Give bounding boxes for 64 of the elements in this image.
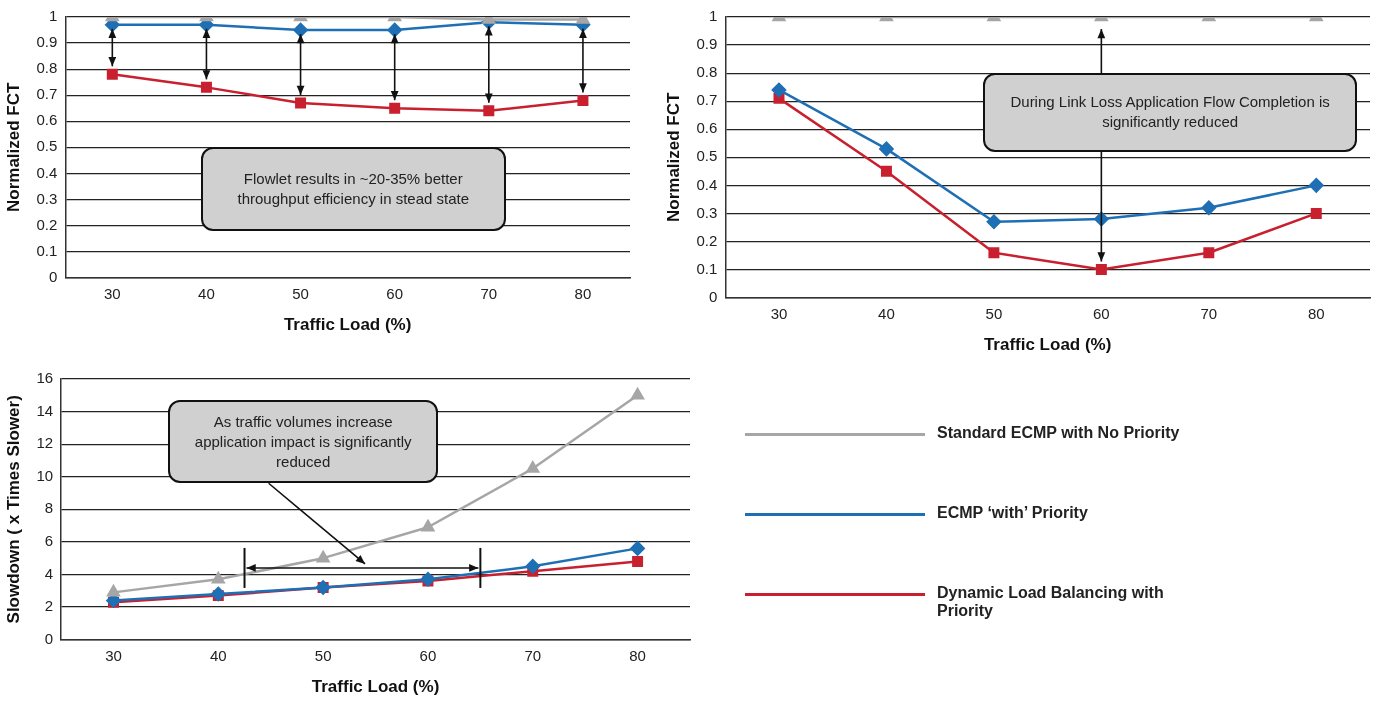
callout-box: Flowlet results in ~20-35% better throughput efficiency in stead state [200, 147, 506, 231]
y-tick-label: 0.2 [36, 215, 58, 233]
y-tick-label: 0.1 [696, 259, 718, 277]
y-tick-label: 0.5 [696, 147, 718, 165]
y-tick-label: 16 [36, 369, 54, 387]
y-tick-label: 0.9 [36, 33, 58, 51]
x-axis-title: Traffic Load (%) [983, 335, 1112, 355]
y-tick-label: 0.2 [696, 231, 718, 249]
y-tick-label: 0.7 [36, 85, 58, 103]
x-tick-label: 80 [1307, 304, 1325, 322]
y-tick-label: 0.8 [696, 63, 718, 81]
y-tick-label: 1 [708, 7, 718, 25]
y-tick-label: 0.9 [696, 35, 718, 53]
y-tick-label: 0.7 [696, 91, 718, 109]
x-tick-label: 60 [419, 646, 437, 664]
y-axis-title: Slowdown ( x Times Slower) [3, 395, 23, 624]
callout-box: As traffic volumes increase application impact is significantly reduced [168, 399, 439, 484]
x-tick-label: 50 [985, 304, 1003, 322]
x-tick-label: 50 [314, 646, 332, 664]
x-tick-label: 80 [629, 646, 646, 664]
y-tick-label: 8 [44, 499, 54, 517]
annotation: Flowlet results in ~20-35% better throughput efficiency in stead state [236, 169, 471, 209]
x-tick-label: 60 [1093, 304, 1110, 322]
x-tick-label: 30 [103, 284, 121, 302]
x-tick-label: 40 [209, 646, 227, 664]
x-axis-title: Traffic Load (%) [283, 315, 412, 335]
y-tick-label: 10 [36, 466, 54, 484]
callout-box: During Link Loss Application Flow Completion is significantly reduced [983, 73, 1358, 152]
y-tick-label: 1 [48, 7, 58, 25]
y-tick-label: 0 [708, 287, 718, 305]
x-tick-label: 80 [574, 284, 592, 302]
y-axis-title: Normalized FCT [3, 81, 23, 212]
annotation: As traffic volumes increase application impact is significantly reduced [193, 411, 413, 472]
x-tick-label: 70 [524, 646, 542, 664]
x-tick-label: 60 [386, 284, 404, 302]
y-tick-label: 12 [36, 434, 54, 452]
y-tick-label: 0 [48, 267, 58, 285]
y-tick-label: 0.8 [36, 59, 58, 77]
x-tick-label: 30 [105, 646, 122, 664]
y-tick-label: 0.3 [696, 203, 718, 221]
y-axis-title: Normalized FCT [663, 91, 683, 222]
x-tick-label: 40 [878, 304, 895, 322]
y-tick-label: 0.6 [696, 119, 718, 137]
y-tick-label: 4 [44, 564, 54, 582]
annotation: During Link Loss Application Flow Completion is significantly reduced [1009, 92, 1331, 133]
y-tick-label: 6 [44, 532, 54, 550]
y-tick-label: 0.5 [36, 137, 58, 155]
x-tick-label: 70 [1200, 304, 1218, 322]
y-tick-label: 2 [44, 597, 54, 615]
x-tick-label: 70 [480, 284, 498, 302]
y-tick-label: 0 [44, 629, 54, 647]
x-axis-title: Traffic Load (%) [311, 677, 440, 697]
x-tick-label: 50 [292, 284, 309, 302]
y-tick-label: 0.4 [36, 163, 58, 181]
y-tick-label: 0.4 [696, 175, 718, 193]
x-tick-label: 30 [770, 304, 788, 322]
text: Dynamic Load Balancing with Priority [937, 584, 1165, 620]
text: Standard ECMP with No Priority [937, 424, 1181, 442]
y-tick-label: 14 [36, 401, 54, 419]
y-tick-label: 0.6 [36, 111, 58, 129]
y-tick-label: 0.3 [36, 189, 58, 207]
text: ECMP ‘with’ Priority [937, 504, 1089, 522]
y-tick-label: 0.1 [36, 241, 58, 259]
x-tick-label: 40 [198, 284, 215, 302]
